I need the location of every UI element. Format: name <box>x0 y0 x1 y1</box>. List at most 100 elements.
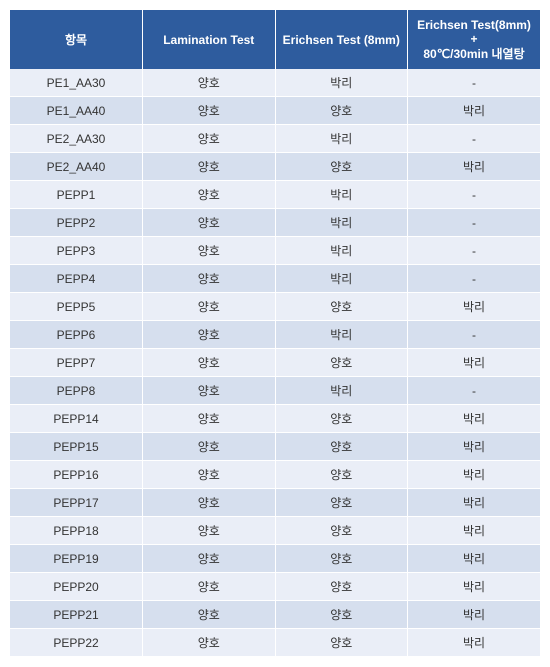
cell-erichsen-heat: - <box>408 265 541 293</box>
cell-erichsen: 박리 <box>275 181 408 209</box>
cell-lamination: 양호 <box>143 153 276 181</box>
cell-lamination: 양호 <box>143 349 276 377</box>
cell-item: PE1_AA40 <box>10 97 143 125</box>
header-row: 항목 Lamination Test Erichsen Test (8mm) E… <box>10 10 540 69</box>
cell-erichsen: 양호 <box>275 153 408 181</box>
cell-item: PEPP18 <box>10 517 143 545</box>
table-row: PEPP19양호양호박리 <box>10 545 540 573</box>
cell-erichsen-heat: - <box>408 321 541 349</box>
cell-lamination: 양호 <box>143 405 276 433</box>
table-row: PE2_AA40양호양호박리 <box>10 153 540 181</box>
table-row: PEPP16양호양호박리 <box>10 461 540 489</box>
table-row: PE1_AA30양호박리- <box>10 69 540 97</box>
cell-erichsen-heat: - <box>408 209 541 237</box>
cell-erichsen: 양호 <box>275 489 408 517</box>
cell-erichsen: 박리 <box>275 321 408 349</box>
cell-item: PEPP16 <box>10 461 143 489</box>
cell-erichsen: 박리 <box>275 209 408 237</box>
cell-erichsen: 양호 <box>275 517 408 545</box>
cell-lamination: 양호 <box>143 545 276 573</box>
cell-item: PEPP21 <box>10 601 143 629</box>
table-row: PEPP18양호양호박리 <box>10 517 540 545</box>
cell-item: PEPP7 <box>10 349 143 377</box>
cell-erichsen: 양호 <box>275 629 408 657</box>
cell-lamination: 양호 <box>143 181 276 209</box>
cell-lamination: 양호 <box>143 209 276 237</box>
cell-erichsen: 박리 <box>275 237 408 265</box>
table-row: PE2_AA30양호박리- <box>10 125 540 153</box>
cell-erichsen-heat: 박리 <box>408 573 541 601</box>
cell-lamination: 양호 <box>143 293 276 321</box>
cell-erichsen: 양호 <box>275 405 408 433</box>
cell-item: PEPP1 <box>10 181 143 209</box>
cell-erichsen: 양호 <box>275 97 408 125</box>
cell-erichsen: 양호 <box>275 461 408 489</box>
cell-lamination: 양호 <box>143 69 276 97</box>
cell-item: PE1_AA30 <box>10 69 143 97</box>
cell-item: PEPP2 <box>10 209 143 237</box>
cell-erichsen: 양호 <box>275 433 408 461</box>
cell-erichsen-heat: 박리 <box>408 97 541 125</box>
header-lamination: Lamination Test <box>143 10 276 69</box>
cell-lamination: 양호 <box>143 237 276 265</box>
cell-erichsen-heat: 박리 <box>408 153 541 181</box>
cell-item: PEPP3 <box>10 237 143 265</box>
cell-erichsen: 박리 <box>275 69 408 97</box>
cell-erichsen: 박리 <box>275 377 408 405</box>
cell-lamination: 양호 <box>143 125 276 153</box>
cell-erichsen-heat: 박리 <box>408 293 541 321</box>
cell-lamination: 양호 <box>143 461 276 489</box>
table-row: PE1_AA40양호양호박리 <box>10 97 540 125</box>
cell-item: PEPP4 <box>10 265 143 293</box>
cell-item: PEPP20 <box>10 573 143 601</box>
cell-erichsen-heat: 박리 <box>408 433 541 461</box>
table-row: PEPP1양호박리- <box>10 181 540 209</box>
cell-item: PEPP6 <box>10 321 143 349</box>
cell-erichsen: 박리 <box>275 125 408 153</box>
cell-erichsen: 양호 <box>275 601 408 629</box>
header-item: 항목 <box>10 10 143 69</box>
cell-item: PEPP19 <box>10 545 143 573</box>
table-row: PEPP22양호양호박리 <box>10 629 540 657</box>
cell-erichsen-heat: - <box>408 181 541 209</box>
cell-erichsen-heat: 박리 <box>408 489 541 517</box>
cell-erichsen: 양호 <box>275 573 408 601</box>
table-row: PEPP15양호양호박리 <box>10 433 540 461</box>
cell-erichsen-heat: 박리 <box>408 629 541 657</box>
results-table: 항목 Lamination Test Erichsen Test (8mm) E… <box>10 10 540 657</box>
table-row: PEPP3양호박리- <box>10 237 540 265</box>
cell-erichsen-heat: 박리 <box>408 545 541 573</box>
table-row: PEPP8양호박리- <box>10 377 540 405</box>
table-body: PE1_AA30양호박리-PE1_AA40양호양호박리PE2_AA30양호박리-… <box>10 69 540 657</box>
cell-erichsen: 양호 <box>275 545 408 573</box>
table-row: PEPP2양호박리- <box>10 209 540 237</box>
header-erichsen: Erichsen Test (8mm) <box>275 10 408 69</box>
table-row: PEPP14양호양호박리 <box>10 405 540 433</box>
cell-item: PEPP14 <box>10 405 143 433</box>
table-header: 항목 Lamination Test Erichsen Test (8mm) E… <box>10 10 540 69</box>
table-row: PEPP20양호양호박리 <box>10 573 540 601</box>
cell-lamination: 양호 <box>143 321 276 349</box>
cell-lamination: 양호 <box>143 377 276 405</box>
cell-item: PEPP15 <box>10 433 143 461</box>
table-row: PEPP5양호양호박리 <box>10 293 540 321</box>
cell-item: PE2_AA30 <box>10 125 143 153</box>
cell-item: PEPP22 <box>10 629 143 657</box>
cell-erichsen: 양호 <box>275 349 408 377</box>
cell-erichsen-heat: 박리 <box>408 601 541 629</box>
cell-lamination: 양호 <box>143 601 276 629</box>
cell-erichsen-heat: - <box>408 125 541 153</box>
cell-erichsen: 양호 <box>275 293 408 321</box>
cell-item: PEPP17 <box>10 489 143 517</box>
cell-erichsen-heat: - <box>408 237 541 265</box>
cell-lamination: 양호 <box>143 433 276 461</box>
table-row: PEPP7양호양호박리 <box>10 349 540 377</box>
cell-item: PEPP8 <box>10 377 143 405</box>
table-row: PEPP4양호박리- <box>10 265 540 293</box>
cell-erichsen-heat: - <box>408 69 541 97</box>
cell-lamination: 양호 <box>143 489 276 517</box>
table-row: PEPP21양호양호박리 <box>10 601 540 629</box>
cell-erichsen-heat: 박리 <box>408 517 541 545</box>
cell-lamination: 양호 <box>143 265 276 293</box>
cell-lamination: 양호 <box>143 629 276 657</box>
